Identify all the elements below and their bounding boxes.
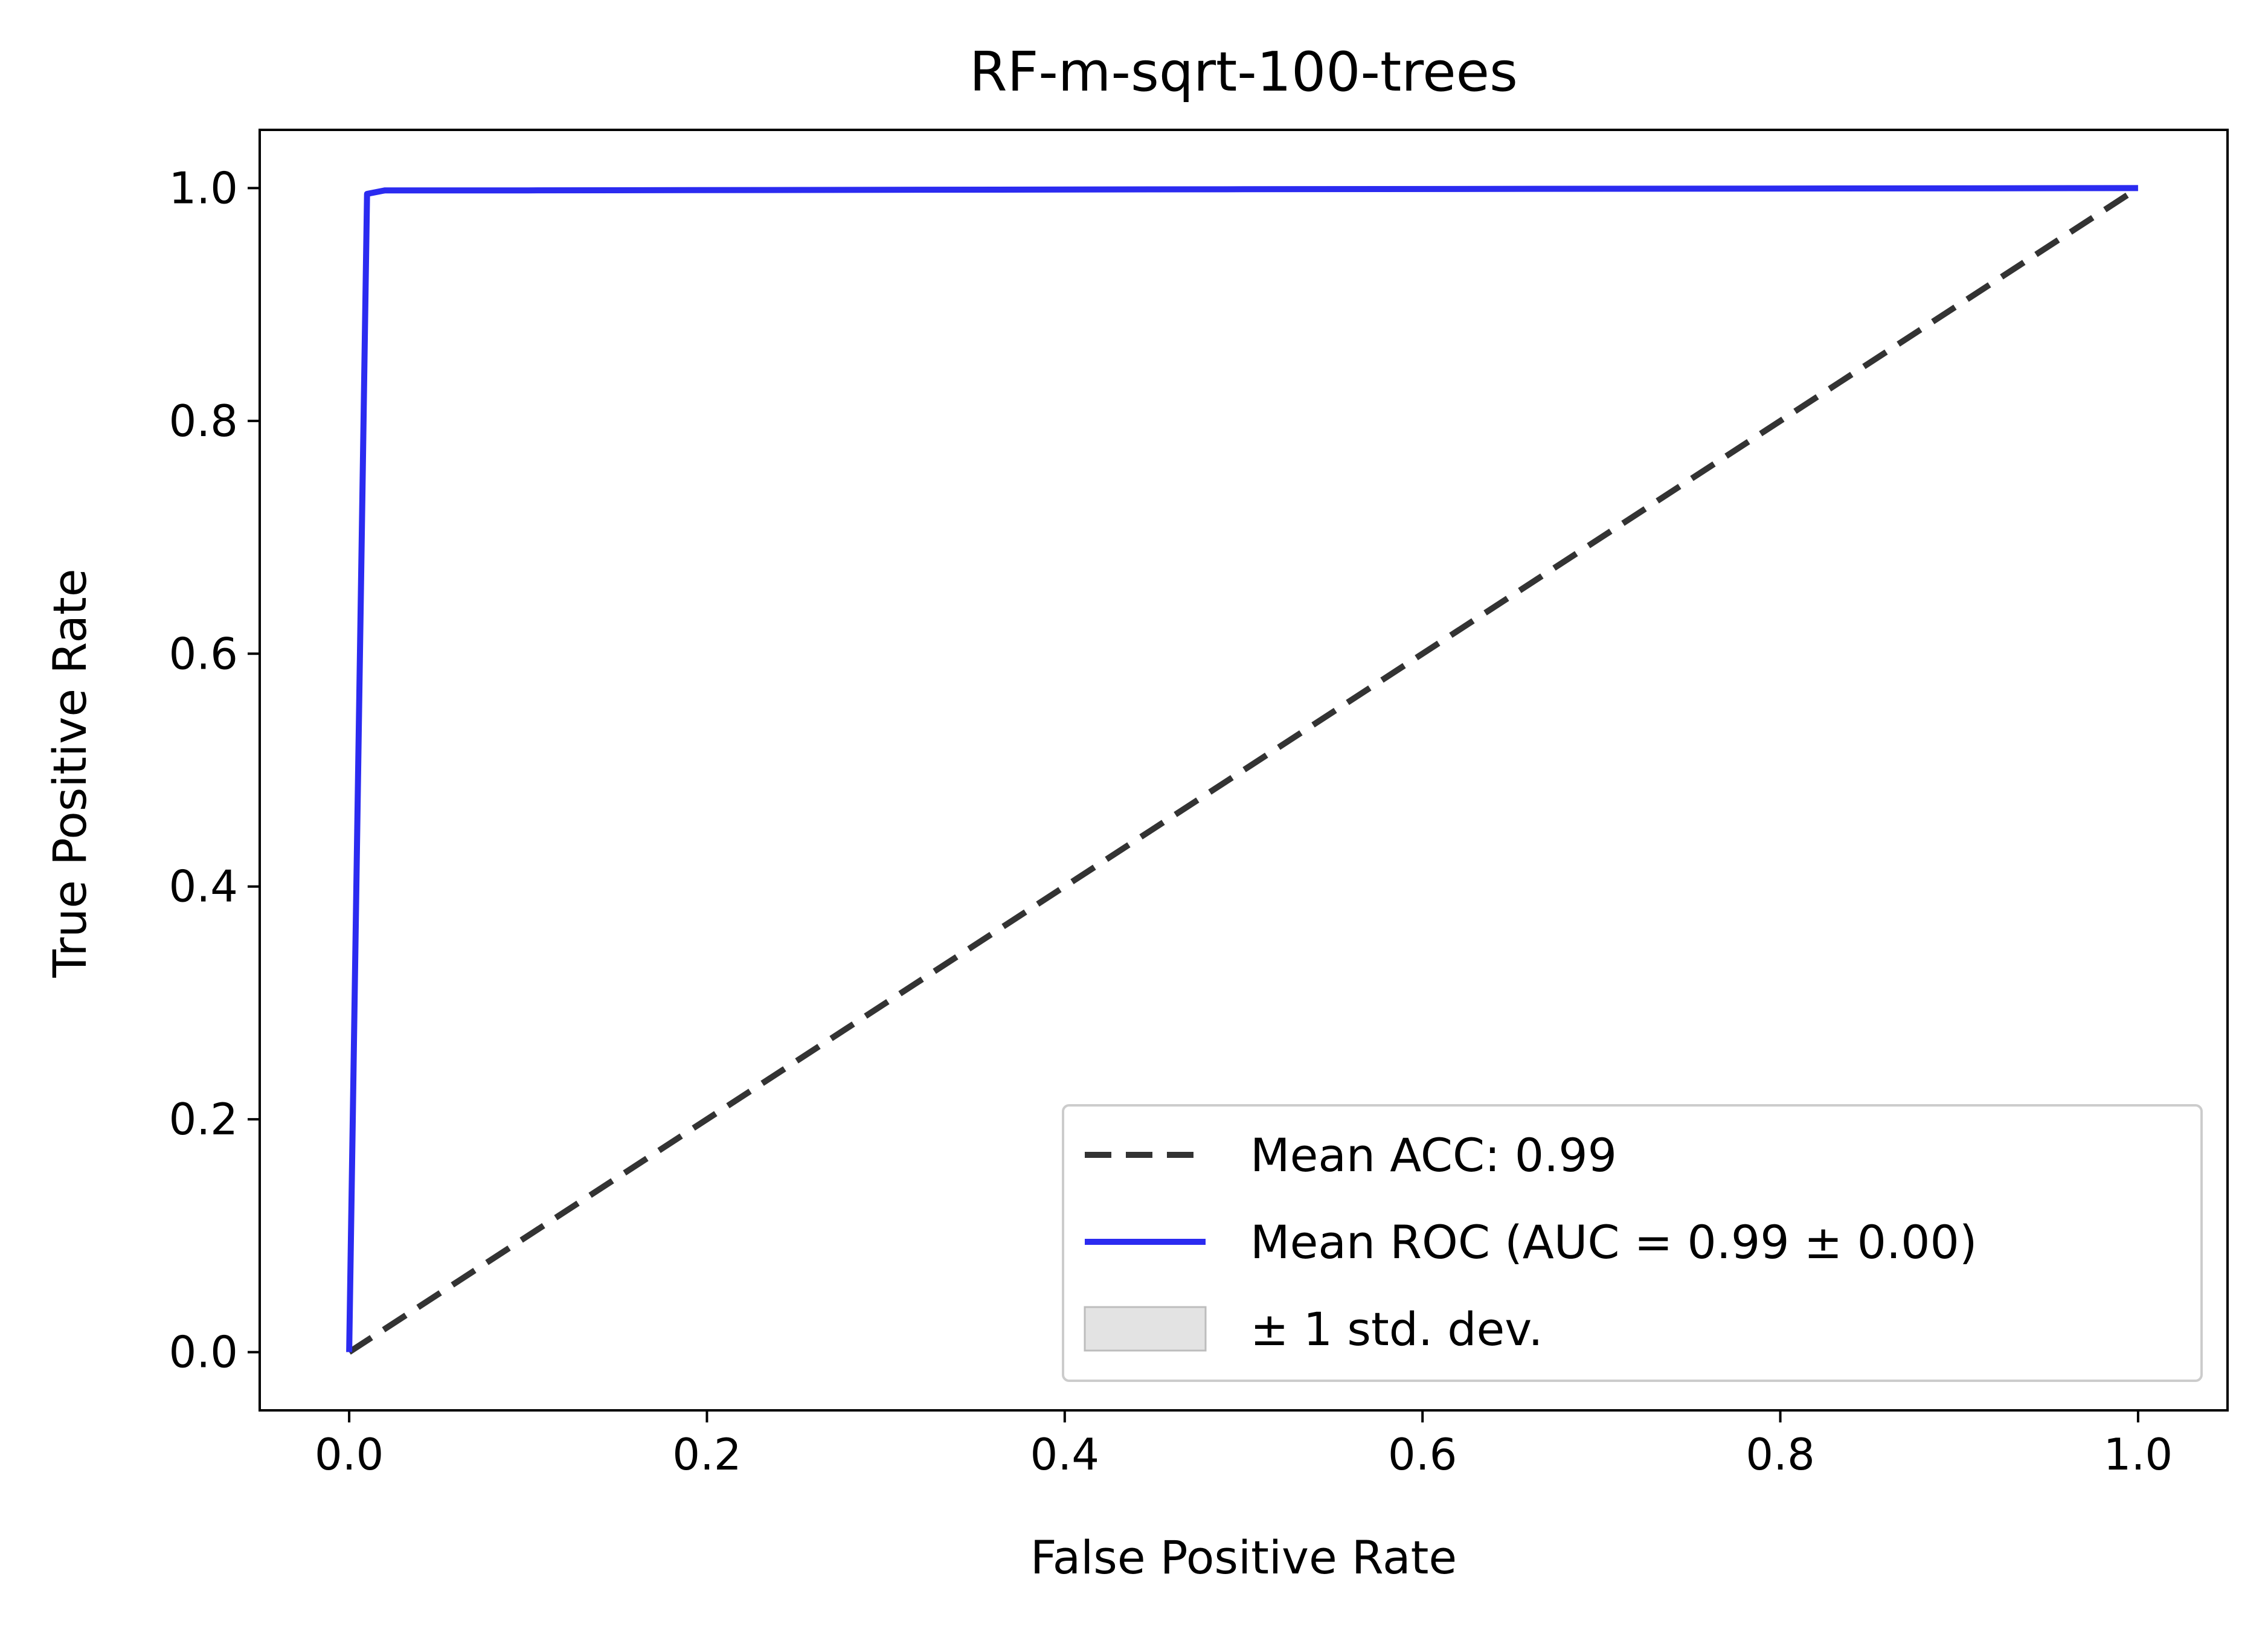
y-tick-label: 0.4 (169, 861, 238, 912)
legend: Mean ACC: 0.99 Mean ROC (AUC = 0.99 ± 0.0… (1062, 1104, 2203, 1382)
x-tick-label: 0.2 (672, 1429, 742, 1480)
y-tick-label: 0.0 (169, 1327, 238, 1378)
x-tick-label: 1.0 (2104, 1429, 2173, 1480)
x-tick-label: 0.0 (315, 1429, 384, 1480)
x-tick-label: 0.4 (1030, 1429, 1100, 1480)
y-tick-label: 0.6 (169, 628, 238, 679)
legend-label: Mean ROC (AUC = 0.99 ± 0.00) (1250, 1215, 1977, 1269)
x-tick-label: 0.8 (1746, 1429, 1815, 1480)
y-tick-label: 1.0 (169, 162, 238, 213)
mean-roc-line (346, 185, 2138, 1352)
y-tick-label: 0.8 (169, 396, 238, 446)
y-axis-label: True Positive Rate (43, 569, 97, 978)
x-tick-label: 0.6 (1388, 1429, 1457, 1480)
x-axis-label: False Positive Rate (1030, 1531, 1457, 1584)
y-tick-label: 0.2 (169, 1094, 238, 1145)
legend-swatch-std-dev (1084, 1306, 1207, 1352)
legend-box (1062, 1104, 2203, 1382)
chance-line (347, 185, 2140, 1355)
chart-title: RF-m-sqrt-100-trees (969, 40, 1518, 104)
legend-label: Mean ACC: 0.99 (1250, 1128, 1617, 1182)
plot-frame (259, 129, 2229, 1412)
legend-label: ± 1 std. dev. (1250, 1302, 1543, 1356)
